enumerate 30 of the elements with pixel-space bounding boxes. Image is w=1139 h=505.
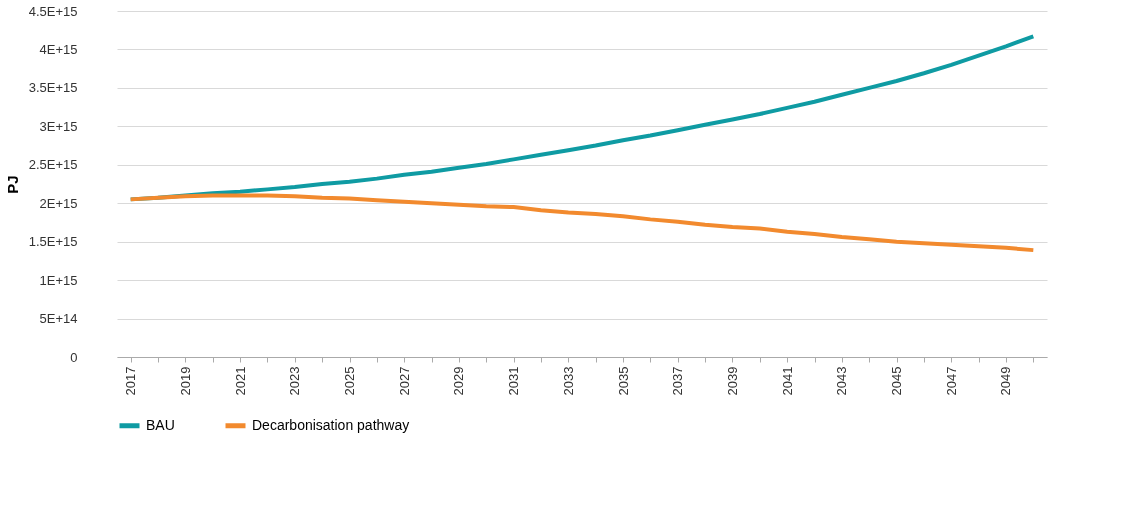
x-tick-label: 2047 bbox=[943, 366, 959, 396]
y-tick-label: 1.5E+15 bbox=[28, 234, 78, 250]
legend-label: Decarbonisation pathway bbox=[252, 416, 410, 433]
x-tick-label: 2029 bbox=[451, 366, 467, 396]
y-tick-label: 4E+15 bbox=[39, 41, 78, 57]
x-tick-label: 2033 bbox=[560, 366, 576, 396]
x-tick-label: 2041 bbox=[779, 366, 795, 396]
x-tick-label: 2049 bbox=[998, 366, 1014, 396]
x-tick-label: 2043 bbox=[834, 366, 850, 396]
x-tick-label: 2045 bbox=[889, 366, 905, 396]
x-tick-label: 2017 bbox=[123, 366, 139, 396]
x-tick-label: 2031 bbox=[506, 366, 522, 396]
y-tick-label: 5E+14 bbox=[39, 311, 78, 327]
y-tick-label: 0 bbox=[70, 349, 78, 365]
y-tick-label: 3E+15 bbox=[39, 118, 78, 134]
x-tick-label: 2035 bbox=[615, 366, 631, 396]
x-tick-label: 2025 bbox=[342, 366, 357, 396]
x-tick-label: 2021 bbox=[232, 366, 248, 396]
y-tick-label: 3.5E+15 bbox=[28, 80, 78, 96]
y-tick-label: 1E+15 bbox=[39, 272, 78, 288]
x-tick-label: 2027 bbox=[396, 366, 412, 396]
x-tick-label: 2019 bbox=[177, 366, 193, 396]
y-tick-label: 2E+15 bbox=[39, 195, 78, 211]
y-tick-label: 2.5E+15 bbox=[28, 157, 78, 173]
legend-label: BAU bbox=[146, 416, 175, 433]
x-tick-label: 2037 bbox=[670, 366, 686, 396]
y-tick-label: 4.5E+15 bbox=[28, 3, 78, 19]
x-tick-label: 2023 bbox=[287, 366, 303, 396]
y-axis-title: PJ bbox=[3, 175, 21, 194]
x-tick-label: 2039 bbox=[724, 366, 740, 396]
